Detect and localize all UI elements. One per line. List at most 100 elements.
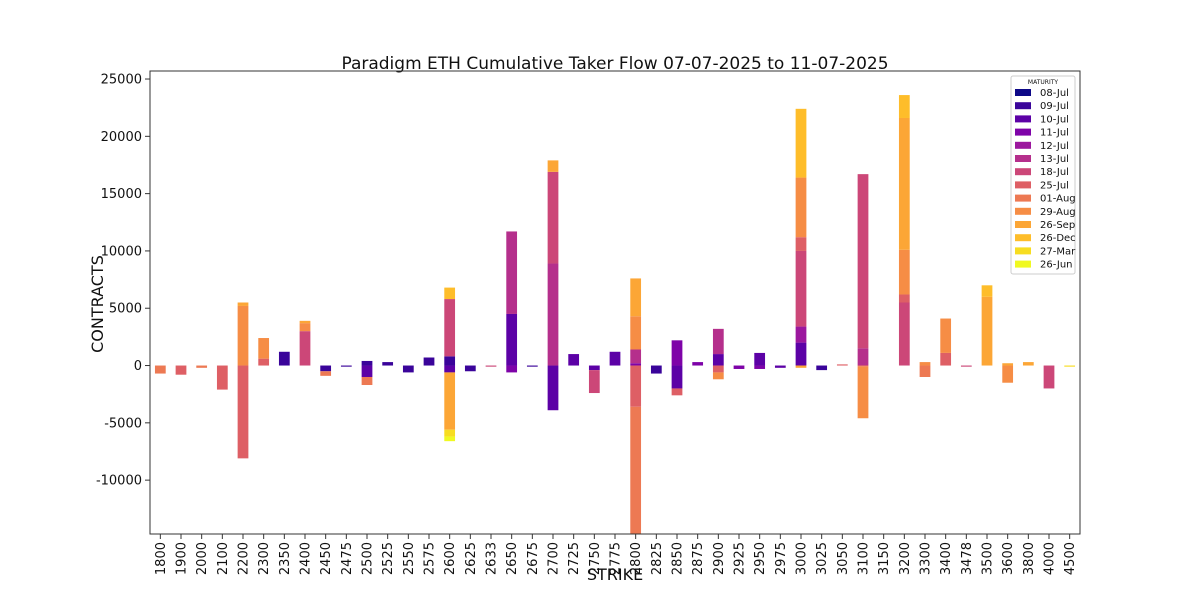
x-tick-label: 3025 (815, 542, 830, 575)
x-tick-label: 3800 (1022, 542, 1037, 575)
bar-2850-25-Jul (671, 388, 683, 396)
legend-label-10-Jul: 10-Jul (1040, 114, 1069, 125)
x-tick-label: 2450 (319, 542, 334, 575)
bar-2525-09-Jul (382, 362, 394, 366)
y-tick-label: -10000 (96, 474, 142, 489)
bar-3478-18-Jul (960, 365, 972, 367)
bar-2675-09-Jul (526, 365, 538, 367)
legend-title: MATURITY (1028, 79, 1058, 86)
x-tick-label: 3500 (981, 542, 996, 575)
bar-3500-26-Sep (981, 296, 993, 366)
x-tick-label: 3100 (857, 542, 872, 575)
bar-2400-29-Aug (299, 323, 311, 332)
x-tick-label: 3000 (795, 542, 810, 575)
bar-2900-13-Jul (712, 328, 724, 355)
bar-2650-13-Jul (506, 231, 518, 314)
bar-2850-10-Jul (671, 365, 683, 389)
x-tick-label: 4000 (1043, 542, 1058, 575)
bar-3000-26-Dec (795, 108, 807, 178)
x-tick-label: 2550 (402, 542, 417, 575)
bar-2100-25-Jul (216, 365, 228, 390)
bar-2800-29-Aug (630, 316, 642, 350)
legend-label-08-Jul: 08-Jul (1040, 88, 1069, 99)
bar-2900-29-Aug (712, 372, 724, 380)
x-tick-label: 2950 (753, 542, 768, 575)
bar-3300-29-Aug (919, 362, 931, 366)
bar-1800-01-Aug (154, 365, 166, 374)
x-tick-label: 2300 (257, 542, 272, 575)
bar-3200-25-Jul (898, 294, 910, 303)
bar-3200-26-Sep (898, 117, 910, 250)
bar-3000-12-Jul (795, 326, 807, 343)
x-tick-label: 3478 (960, 542, 975, 575)
bar-2475-09-Jul (340, 365, 352, 367)
x-tick-label: 3150 (877, 542, 892, 575)
bar-2700-26-Sep (547, 160, 559, 172)
chart-title: Paradigm ETH Cumulative Taker Flow 07-07… (341, 54, 888, 74)
bars-layer (154, 95, 1076, 534)
bar-3300-01-Aug (919, 365, 931, 377)
bar-2750-18-Jul (588, 370, 600, 394)
x-tick-label: 2500 (361, 542, 376, 575)
legend-swatch-13-Jul (1015, 155, 1031, 162)
bar-2000-01-Aug (196, 365, 208, 368)
legend-label-27-Mar: 27-Mar (1040, 246, 1076, 257)
x-tick-label: 1800 (154, 542, 169, 575)
legend: MATURITY 08-Jul 09-Jul 10-Jul 11-Jul 12-Jul 1… (1010, 75, 1076, 275)
bar-2975-10-Jul (774, 365, 786, 368)
y-tick-label: 5000 (109, 302, 142, 317)
bar-2625-09-Jul (464, 365, 476, 372)
legend-swatch-27-Mar (1015, 247, 1031, 255)
legend-swatch-26-Dec (1015, 234, 1031, 242)
bar-2950-10-Jul (754, 352, 766, 366)
bar-2300-29-Aug (258, 338, 270, 359)
x-tick-label: 3600 (1001, 542, 1016, 575)
bar-3050-25-Jul (836, 364, 848, 366)
bar-2600-10-Jul (444, 365, 456, 373)
x-tick-label: 2600 (443, 542, 458, 575)
bar-2500-09-Jul (361, 360, 373, 366)
x-tick-label: 2975 (774, 542, 789, 575)
legend-label-29-Aug: 29-Aug (1040, 207, 1076, 218)
bar-2800-25-Jul (630, 365, 642, 407)
bar-3400-25-Jul (940, 352, 952, 366)
bar-3400-29-Aug (940, 318, 952, 353)
x-tick-label: 2633 (485, 542, 500, 575)
bar-2650-11-Jul (506, 365, 518, 373)
bar-2633-18-Jul (485, 365, 497, 367)
bar-2600-27-Mar (444, 429, 456, 437)
legend-swatch-29-Aug (1015, 207, 1031, 215)
x-tick-label: 2200 (237, 542, 252, 575)
bar-2700-10-Jul (547, 365, 559, 411)
legend-label-25-Jul: 25-Jul (1040, 180, 1069, 191)
bar-2800-11-Jul (630, 363, 642, 366)
bar-2825-09-Jul (650, 365, 662, 374)
legend-swatch-11-Jul (1015, 128, 1031, 136)
bar-2600-26-Dec (444, 287, 456, 300)
x-tick-label: 2925 (733, 542, 748, 575)
bar-2800-01-Aug (630, 406, 642, 534)
bar-3200-18-Jul (898, 302, 910, 366)
x-tick-label: 2750 (588, 542, 603, 575)
x-tick-label: 2650 (505, 542, 520, 575)
bar-3600-29-Aug (1002, 365, 1014, 383)
x-tick-label: 3050 (836, 542, 851, 575)
x-tick-label: 1900 (175, 542, 190, 575)
y-tick-label: -5000 (104, 416, 142, 431)
bar-4500-27-Mar (1064, 365, 1076, 367)
x-axis-label: STRIKE (587, 565, 643, 584)
bar-2600-26-Jun (444, 436, 456, 442)
legend-label-11-Jul: 11-Jul (1040, 128, 1069, 139)
legend-swatch-12-Jul (1015, 141, 1031, 149)
x-tick-label: 3300 (919, 542, 934, 575)
x-tick-label: 2675 (526, 542, 541, 575)
bar-2350-09-Jul (278, 351, 290, 366)
bar-2800-26-Sep (630, 278, 642, 317)
bar-3025-09-Jul (816, 365, 828, 371)
bar-2775-10-Jul (609, 351, 621, 366)
bar-2600-18-Jul (444, 299, 456, 357)
bar-3000-29-Aug (795, 177, 807, 238)
bar-2850-11-Jul (671, 340, 683, 366)
y-tick-label: 10000 (101, 244, 142, 259)
bar-3100-13-Jul (857, 348, 869, 366)
